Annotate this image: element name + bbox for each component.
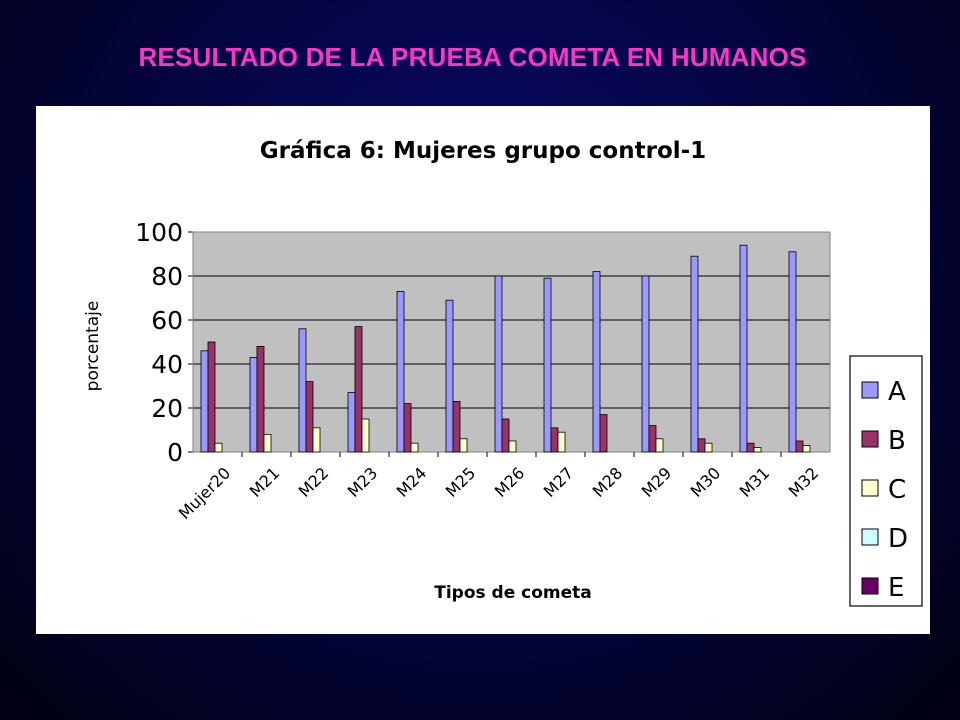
bar-C-M27 <box>557 431 566 453</box>
x-tick-label: M28 <box>589 463 627 501</box>
y-tick-label: 20 <box>151 394 183 423</box>
chart: Gráfica 6: Mujeres grupo control-1 porce… <box>83 138 923 607</box>
bar-A-Mujer20 <box>200 350 209 453</box>
bar-A-M28 <box>592 271 601 453</box>
bar-C-M29 <box>655 438 664 453</box>
bar-B-M28 <box>599 414 608 453</box>
bar-B-M24 <box>403 403 412 453</box>
bar-C-M32 <box>802 444 811 453</box>
legend-label-C: C <box>888 475 906 505</box>
bar-C-M25 <box>459 438 468 453</box>
bar-A-M26 <box>494 275 503 453</box>
legend-swatch-A <box>861 381 879 399</box>
bar-C-M31 <box>753 447 762 453</box>
y-axis-label: porcentaje <box>83 301 103 392</box>
legend-box <box>849 355 923 607</box>
bar-A-M27 <box>543 277 552 453</box>
bar-B-M29 <box>648 425 657 453</box>
bar-B-M23 <box>354 326 363 453</box>
x-tick-label: M21 <box>246 463 284 501</box>
bar-A-M29 <box>641 275 650 453</box>
bar-C-Mujer20 <box>214 442 223 453</box>
y-tick-label: 80 <box>151 262 183 291</box>
bar-B-M21 <box>256 345 265 453</box>
legend-swatch-E <box>861 577 879 595</box>
bar-B-M26 <box>501 418 510 453</box>
x-tick-label: M25 <box>442 463 480 501</box>
bar-A-M32 <box>788 251 797 453</box>
legend-label-E: E <box>888 573 904 603</box>
bar-A-M25 <box>445 299 454 453</box>
x-tick-label: M26 <box>491 463 529 501</box>
x-tick-label: M31 <box>736 463 774 501</box>
bar-A-M22 <box>298 328 307 453</box>
x-tick-label: M23 <box>344 463 382 501</box>
x-tick-label: M29 <box>638 463 676 501</box>
chart-title: Gráfica 6: Mujeres grupo control-1 <box>260 138 706 164</box>
y-tick-label: 60 <box>151 306 183 335</box>
bar-C-M30 <box>704 442 713 453</box>
bar-A-M30 <box>690 255 699 453</box>
bar-C-M26 <box>508 440 517 453</box>
bar-C-M21 <box>263 433 272 453</box>
bar-B-M22 <box>305 381 314 453</box>
y-tick-label: 40 <box>151 350 183 379</box>
legend-label-A: A <box>888 377 906 407</box>
slide-title: RESULTADO DE LA PRUEBA COMETA EN HUMANOS <box>138 42 807 72</box>
plot-background <box>193 232 830 452</box>
chart-panel: Gráfica 6: Mujeres grupo control-1 porce… <box>36 106 930 634</box>
x-tick-label: Mujer20 <box>175 463 235 523</box>
legend-label-D: D <box>888 524 908 554</box>
bar-A-M24 <box>396 290 405 453</box>
legend-swatch-B <box>861 430 879 448</box>
bar-B-M25 <box>452 400 461 453</box>
bar-B-M30 <box>697 438 706 453</box>
x-tick-label: M30 <box>687 463 725 501</box>
x-tick-label: M22 <box>295 463 333 501</box>
plot-area: 0 20 40 60 80 100 Mujer20 M21 M22 M23 M24 M25 M26 M27… <box>135 218 831 523</box>
bar-A-M21 <box>249 356 258 453</box>
y-tick-label: 0 <box>167 438 183 467</box>
y-tick-label: 100 <box>135 218 183 247</box>
bar-C-M23 <box>361 418 370 453</box>
legend-label-B: B <box>888 426 906 456</box>
x-tick-label: M32 <box>785 463 823 501</box>
x-tick-label: M24 <box>393 463 431 501</box>
bar-B-Mujer20 <box>207 341 216 453</box>
x-axis-label: Tipos de cometa <box>434 583 592 603</box>
bar-C-M22 <box>312 427 321 453</box>
legend-swatch-C <box>861 479 879 497</box>
bar-A-M23 <box>347 392 356 453</box>
x-tick-label: M27 <box>540 463 578 501</box>
bar-B-M27 <box>550 427 559 453</box>
legend-swatch-D <box>861 528 879 546</box>
bar-B-M31 <box>746 442 755 453</box>
bar-A-M31 <box>739 244 748 453</box>
bar-B-M32 <box>795 440 804 453</box>
bar-C-M24 <box>410 442 419 453</box>
